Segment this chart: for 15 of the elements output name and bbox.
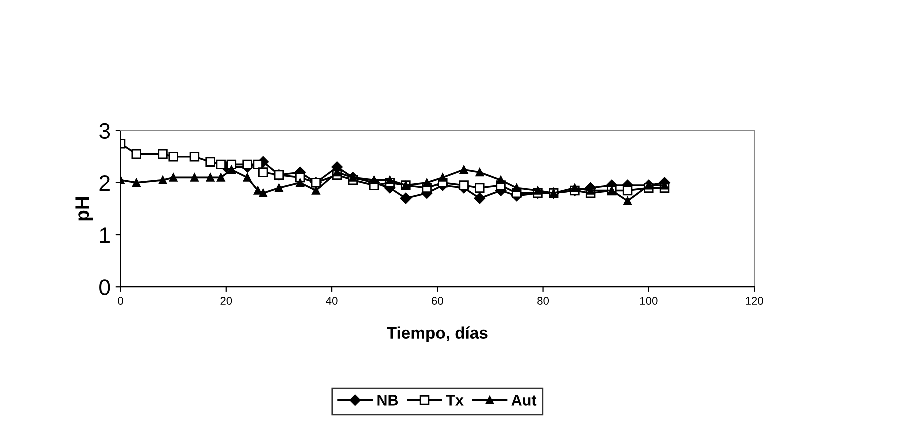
y-tick-label: 3 bbox=[100, 123, 110, 140]
y-axis-title: pH bbox=[76, 197, 94, 221]
x-tick-label: 120 bbox=[746, 297, 764, 305]
y-tick-label: 2 bbox=[100, 175, 110, 191]
x-tick-label: 0 bbox=[118, 297, 124, 305]
x-tick-label: 20 bbox=[220, 297, 232, 305]
x-tick-label: 40 bbox=[326, 297, 338, 305]
x-axis-title: Tiempo, días bbox=[387, 326, 488, 342]
x-tick-label: 60 bbox=[432, 297, 444, 305]
legend-label: NB bbox=[378, 395, 398, 406]
x-tick-label: 100 bbox=[640, 297, 658, 305]
y-tick-label: 1 bbox=[100, 228, 110, 244]
legend-label: Aut bbox=[512, 395, 537, 406]
x-tick-label: 80 bbox=[538, 297, 550, 305]
legend-label: Tx bbox=[446, 395, 464, 406]
